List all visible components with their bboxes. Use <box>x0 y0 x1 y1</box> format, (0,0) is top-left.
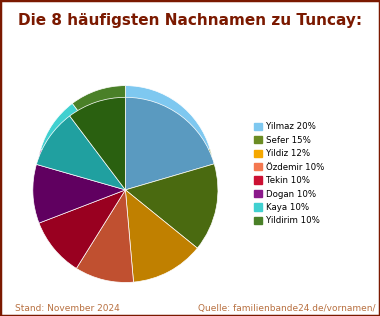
Wedge shape <box>39 190 125 268</box>
Wedge shape <box>125 174 194 262</box>
Wedge shape <box>72 86 125 174</box>
Text: Die 8 häufigsten Nachnamen zu Tuncay:: Die 8 häufigsten Nachnamen zu Tuncay: <box>18 13 362 27</box>
Wedge shape <box>125 164 218 248</box>
Text: Quelle: familienbande24.de/vornamen/: Quelle: familienbande24.de/vornamen/ <box>198 304 375 313</box>
Wedge shape <box>36 116 125 190</box>
Text: 20.5%: 20.5% <box>146 121 177 130</box>
Text: Stand: November 2024: Stand: November 2024 <box>15 304 120 313</box>
Text: 10.3%: 10.3% <box>96 228 127 237</box>
Text: 10.3%: 10.3% <box>91 112 122 121</box>
Text: 10.3%: 10.3% <box>60 135 92 144</box>
Wedge shape <box>125 86 210 174</box>
Wedge shape <box>70 97 125 190</box>
Wedge shape <box>43 174 125 249</box>
Legend: Yilmaz 20%, Sefer 15%, Yildiz 12%, Özdemir 10%, Tekin 10%, Dogan 10%, Kaya 10%, : Yilmaz 20%, Sefer 15%, Yildiz 12%, Özdem… <box>251 119 328 229</box>
Wedge shape <box>33 164 125 223</box>
Wedge shape <box>125 190 197 282</box>
Text: 12.8%: 12.8% <box>138 222 169 231</box>
Text: 15.4%: 15.4% <box>169 181 200 190</box>
Wedge shape <box>125 149 214 229</box>
Wedge shape <box>76 190 133 283</box>
Wedge shape <box>37 149 125 205</box>
Text: 10.3%: 10.3% <box>50 172 81 181</box>
Wedge shape <box>79 174 133 262</box>
Wedge shape <box>41 103 125 174</box>
Wedge shape <box>125 97 214 190</box>
Text: 10.3%: 10.3% <box>64 207 95 216</box>
